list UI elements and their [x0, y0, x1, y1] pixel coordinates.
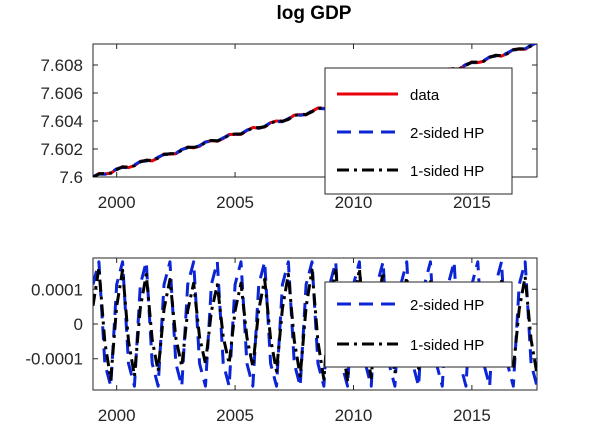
x-tick-label: 2010 [335, 406, 373, 425]
y-tick-label: 7.606 [40, 84, 83, 103]
y-tick-label: 7.604 [40, 112, 83, 131]
x-tick-label: 2005 [216, 193, 254, 212]
series-line-2-sided-hp [93, 260, 537, 388]
y-tick-label: 7.608 [40, 56, 83, 75]
legend-label: 2-sided HP [410, 297, 484, 314]
x-tick-label: 2005 [216, 406, 254, 425]
legend [324, 67, 513, 195]
legend-label: 1-sided HP [410, 337, 484, 354]
legend-label: 2-sided HP [410, 125, 484, 142]
legend [324, 281, 513, 368]
top-chart: 2000 2005 2010 2015 7.6 7.602 7.604 7.606 7.608 d… [40, 43, 538, 212]
x-tick-label: 2015 [453, 406, 491, 425]
series-line-1-sided-hp [93, 44, 537, 177]
y-tick-label: 7.602 [40, 140, 83, 159]
chart-title: log GDP [277, 3, 352, 24]
bottom-chart: 2000 2005 2010 2015 -0.0001 0 0.0001 2-sided HP… [25, 257, 538, 425]
x-tick-label: 2015 [453, 193, 491, 212]
legend-label: 1-sided HP [410, 163, 484, 180]
y-tick-label: 7.6 [59, 168, 83, 187]
plot-frame [92, 43, 538, 178]
y-tick-label: -0.0001 [25, 350, 83, 369]
y-tick-label: 0.0001 [31, 280, 83, 299]
legend-label: data [410, 87, 440, 104]
x-tick-label: 2010 [335, 193, 373, 212]
x-tick-label: 2000 [98, 193, 136, 212]
x-tick-label: 2000 [98, 406, 136, 425]
y-tick-label: 0 [74, 315, 83, 334]
